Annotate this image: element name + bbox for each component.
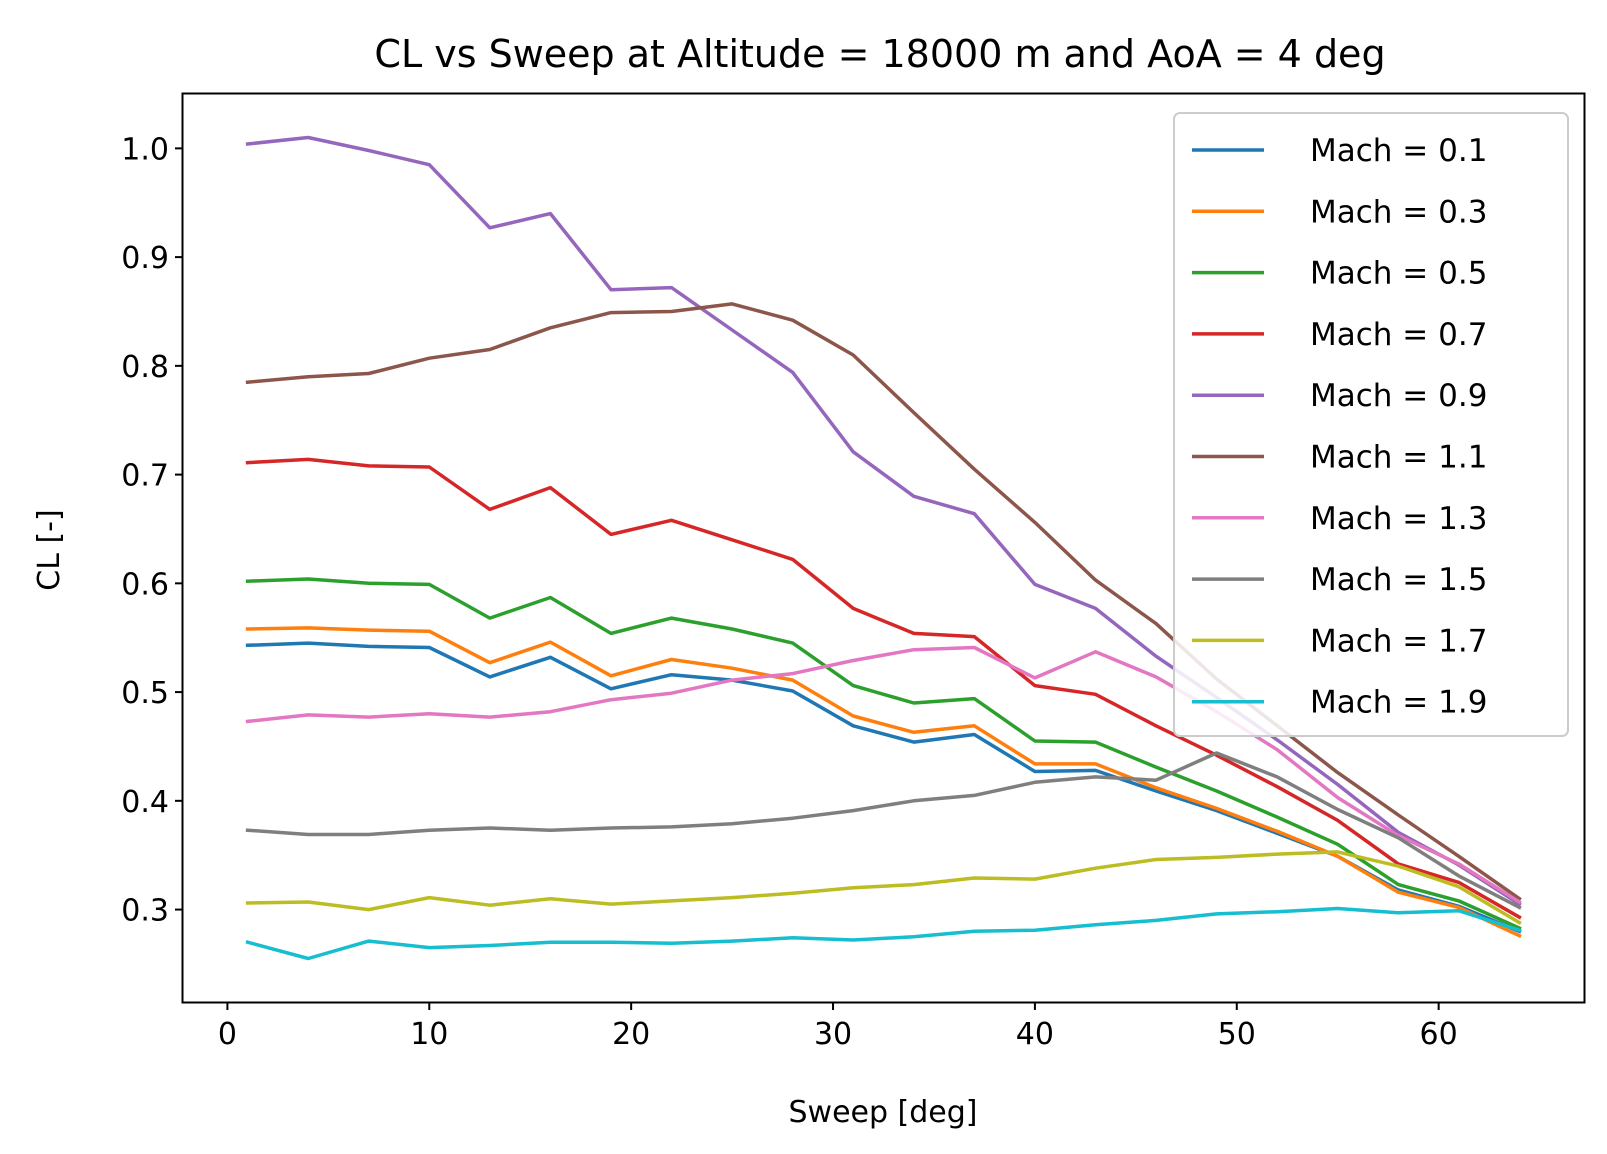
x-tick-label: 20: [612, 1017, 650, 1052]
legend-label-0: Mach = 0.1: [1310, 133, 1487, 169]
y-tick-label: 0.4: [121, 785, 169, 820]
y-tick-label: 1.0: [121, 132, 169, 167]
y-tick-label: 0.5: [121, 676, 169, 711]
series-line-5: [245, 302, 1522, 902]
legend-label-7: Mach = 1.5: [1310, 562, 1487, 598]
series-line-2: [245, 577, 1522, 931]
y-tick-label: 0.9: [121, 241, 169, 276]
y-axis-label: CL [-]: [32, 509, 67, 590]
y-tick-label: 0.6: [121, 567, 169, 602]
x-tick-label: 0: [218, 1017, 237, 1052]
legend-label-5: Mach = 1.1: [1310, 440, 1487, 476]
y-tick-label: 0.8: [121, 350, 169, 385]
series-line-3: [245, 457, 1522, 920]
legend-box: [1173, 112, 1569, 737]
legend-label-8: Mach = 1.7: [1310, 623, 1487, 659]
x-axis-ticks: 0 10 20 30 40 50 60: [218, 1002, 1458, 1052]
y-tick-label: 0.3: [121, 894, 169, 929]
x-tick-label: 40: [1016, 1017, 1054, 1052]
legend-label-9: Mach = 1.9: [1310, 685, 1487, 721]
legend: Mach = 0.1 Mach = 0.3 Mach = 0.5 Mach = 0.7…: [1173, 112, 1569, 737]
series-line-1: [245, 626, 1522, 939]
legend-label-6: Mach = 1.3: [1310, 501, 1487, 537]
x-tick-label: 60: [1420, 1017, 1458, 1052]
y-axis-ticks: 0.3 0.4 0.5 0.6 0.7 0.8 0.9 1.0: [121, 132, 183, 929]
legend-label-1: Mach = 0.3: [1310, 194, 1487, 230]
chart-title: CL vs Sweep at Altitude = 18000 m and Ao…: [374, 32, 1385, 76]
plot-frame: [181, 92, 1586, 1004]
series-layer: [245, 135, 1522, 961]
series-line-4: [245, 135, 1522, 907]
series-line-6: [245, 645, 1522, 905]
x-tick-label: 50: [1218, 1017, 1256, 1052]
x-tick-label: 30: [814, 1017, 852, 1052]
series-line-8: [245, 850, 1522, 925]
x-tick-label: 10: [410, 1017, 448, 1052]
x-axis-label: Sweep [deg]: [788, 1095, 977, 1130]
legend-label-2: Mach = 0.5: [1310, 256, 1487, 292]
legend-label-3: Mach = 0.7: [1310, 317, 1487, 353]
series-line-7: [245, 751, 1522, 910]
y-tick-label: 0.7: [121, 459, 169, 494]
series-line-9: [245, 906, 1522, 961]
legend-label-4: Mach = 0.9: [1310, 378, 1487, 414]
